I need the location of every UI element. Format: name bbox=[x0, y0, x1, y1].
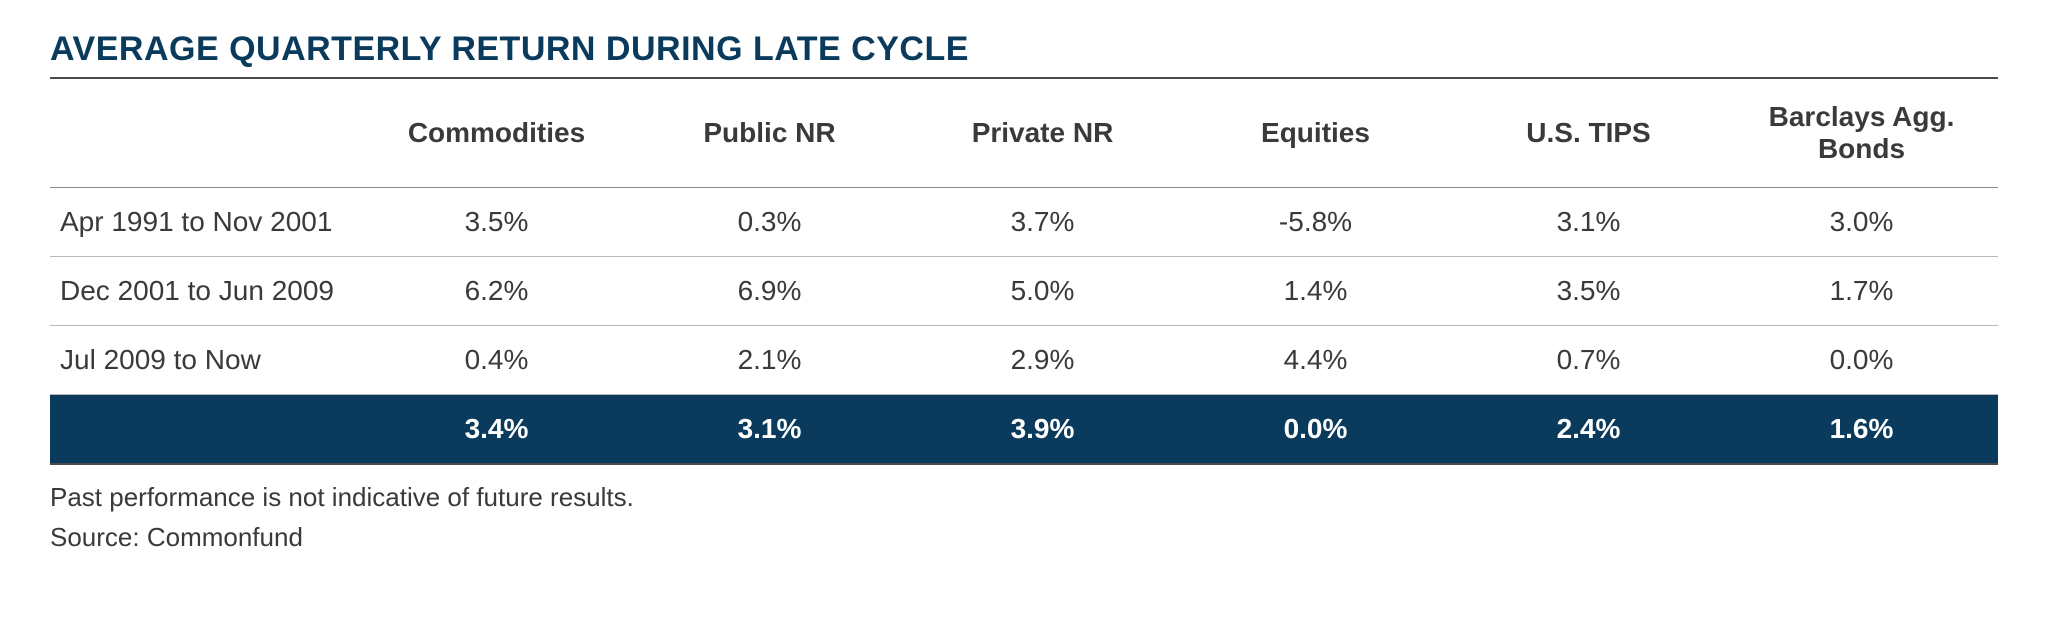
cell: 3.5% bbox=[360, 188, 633, 257]
cell: 2.9% bbox=[906, 326, 1179, 395]
summary-cell: 1.6% bbox=[1725, 395, 1998, 465]
cell: -5.8% bbox=[1179, 188, 1452, 257]
returns-table: Commodities Public NR Private NR Equitie… bbox=[50, 79, 1998, 465]
header-blank bbox=[50, 79, 360, 188]
row-label: Dec 2001 to Jun 2009 bbox=[50, 257, 360, 326]
cell: 0.0% bbox=[1725, 326, 1998, 395]
cell: 5.0% bbox=[906, 257, 1179, 326]
header-row: Commodities Public NR Private NR Equitie… bbox=[50, 79, 1998, 188]
cell: 3.1% bbox=[1452, 188, 1725, 257]
cell: 2.1% bbox=[633, 326, 906, 395]
cell: 3.5% bbox=[1452, 257, 1725, 326]
col-header: Private NR bbox=[906, 79, 1179, 188]
page-title: AVERAGE QUARTERLY RETURN DURING LATE CYC… bbox=[50, 30, 1998, 69]
summary-cell: 0.0% bbox=[1179, 395, 1452, 465]
col-header: Public NR bbox=[633, 79, 906, 188]
summary-cell: 2.4% bbox=[1452, 395, 1725, 465]
table-row: Apr 1991 to Nov 2001 3.5% 0.3% 3.7% -5.8… bbox=[50, 188, 1998, 257]
col-header: U.S. TIPS bbox=[1452, 79, 1725, 188]
cell: 0.7% bbox=[1452, 326, 1725, 395]
row-label: Jul 2009 to Now bbox=[50, 326, 360, 395]
summary-row: 3.4% 3.1% 3.9% 0.0% 2.4% 1.6% bbox=[50, 395, 1998, 465]
cell: 1.4% bbox=[1179, 257, 1452, 326]
col-header: Commodities bbox=[360, 79, 633, 188]
cell: 6.9% bbox=[633, 257, 906, 326]
cell: 3.7% bbox=[906, 188, 1179, 257]
disclaimer: Past performance is not indicative of fu… bbox=[50, 477, 1998, 517]
cell: 6.2% bbox=[360, 257, 633, 326]
cell: 1.7% bbox=[1725, 257, 1998, 326]
row-label: Apr 1991 to Nov 2001 bbox=[50, 188, 360, 257]
summary-cell: 3.1% bbox=[633, 395, 906, 465]
col-header: Barclays Agg. Bonds bbox=[1725, 79, 1998, 188]
cell: 0.3% bbox=[633, 188, 906, 257]
table-row: Jul 2009 to Now 0.4% 2.1% 2.9% 4.4% 0.7%… bbox=[50, 326, 1998, 395]
cell: 0.4% bbox=[360, 326, 633, 395]
footnotes: Past performance is not indicative of fu… bbox=[50, 477, 1998, 558]
source: Source: Commonfund bbox=[50, 517, 1998, 557]
summary-cell: 3.4% bbox=[360, 395, 633, 465]
col-header: Equities bbox=[1179, 79, 1452, 188]
summary-label bbox=[50, 395, 360, 465]
cell: 3.0% bbox=[1725, 188, 1998, 257]
table-row: Dec 2001 to Jun 2009 6.2% 6.9% 5.0% 1.4%… bbox=[50, 257, 1998, 326]
cell: 4.4% bbox=[1179, 326, 1452, 395]
summary-cell: 3.9% bbox=[906, 395, 1179, 465]
